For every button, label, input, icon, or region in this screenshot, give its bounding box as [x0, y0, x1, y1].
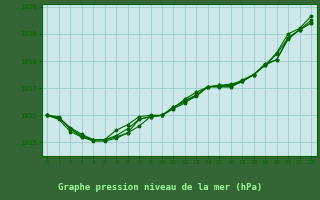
- Text: Graphe pression niveau de la mer (hPa): Graphe pression niveau de la mer (hPa): [58, 184, 262, 192]
